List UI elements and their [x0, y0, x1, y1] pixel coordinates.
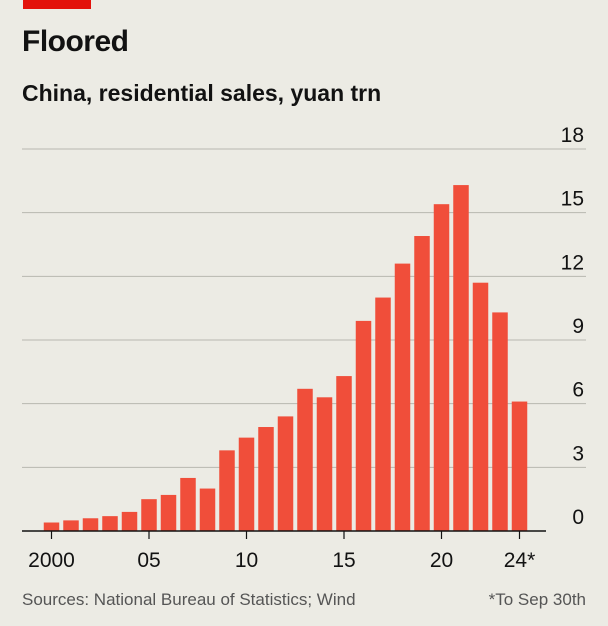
- y-tick-label: 0: [572, 506, 584, 529]
- bar-2020: [433, 204, 450, 531]
- bar-2012: [277, 416, 294, 531]
- source-note: Sources: National Bureau of Statistics; …: [22, 590, 356, 609]
- chart-subtitle: China, residential sales, yuan trn: [22, 80, 382, 106]
- brand-tag: [23, 0, 91, 9]
- x-tick-label: 24*: [504, 549, 536, 572]
- bars: [43, 185, 528, 532]
- y-tick-label: 3: [572, 442, 584, 465]
- x-tick-label: 15: [332, 549, 355, 572]
- x-tick-label: 20: [430, 549, 453, 572]
- bar-2009: [219, 450, 235, 531]
- chart-title: Floored: [22, 25, 129, 58]
- x-tick-label: 10: [235, 549, 258, 572]
- x-tick-labels: 2000 05 10 15 20 24*: [28, 549, 535, 572]
- bar-2024*: [511, 401, 528, 531]
- bar-2023: [492, 312, 508, 531]
- bar-2018: [394, 263, 411, 531]
- bar-2007: [180, 477, 196, 531]
- y-tick-label: 9: [572, 315, 584, 338]
- bar-2010: [238, 437, 255, 531]
- bar-2008: [199, 488, 216, 531]
- bar-2017: [375, 297, 391, 531]
- bar-2022: [472, 282, 489, 531]
- y-tick-label: 18: [561, 124, 584, 147]
- y-tick-label: 15: [561, 188, 584, 211]
- bar-2014: [316, 397, 333, 531]
- x-tick-label: 2000: [28, 549, 75, 572]
- bar-2019: [414, 236, 430, 531]
- bar-2002: [82, 518, 99, 531]
- bar-2003: [102, 516, 118, 531]
- bar-2015: [336, 376, 352, 531]
- bar-2016: [355, 320, 372, 531]
- bar-2004: [121, 511, 138, 531]
- bar-2021: [453, 185, 469, 532]
- bar-2005: [141, 499, 157, 531]
- bar-2000: [43, 522, 60, 531]
- bar-2006: [160, 494, 177, 531]
- bar-2011: [258, 427, 274, 531]
- x-tick-label: 05: [137, 549, 160, 572]
- y-tick-label: 12: [561, 251, 584, 274]
- x-axis: [22, 530, 546, 539]
- bar-2013: [297, 388, 313, 531]
- footnote: *To Sep 30th: [488, 590, 586, 609]
- gridlines: [22, 148, 586, 468]
- y-tick-labels: 0 3 6 9 12 15 18: [561, 124, 584, 529]
- bar-2001: [63, 520, 79, 531]
- y-tick-label: 6: [572, 379, 584, 402]
